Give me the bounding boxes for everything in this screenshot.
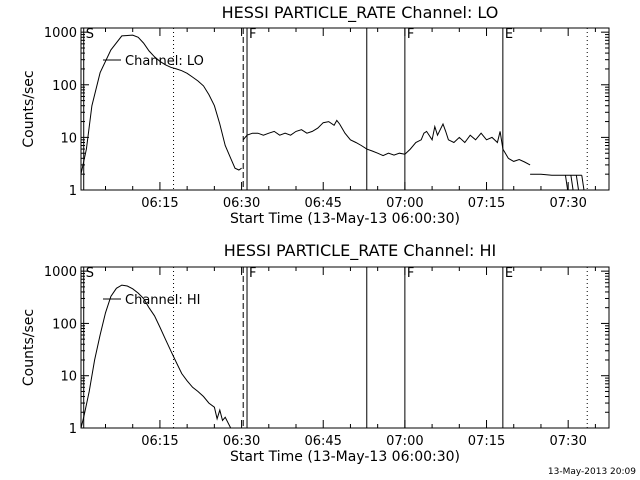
y-tick-label-hi-2: 100	[52, 317, 77, 332]
series-dropout-lo-0	[564, 175, 569, 191]
marker-label-lo-3: F	[249, 27, 256, 42]
y-tick-label-hi-0: 1	[69, 422, 77, 437]
legend-label-lo: Channel: LO	[125, 54, 204, 69]
y-tick-label-lo-3: 1000	[44, 26, 77, 41]
legend-label-hi: Channel: HI	[125, 293, 201, 308]
chart-title-lo: HESSI PARTICLE_RATE Channel: LO	[222, 3, 499, 23]
series-dropout-lo-3	[581, 175, 585, 191]
marker-label-lo-6: E	[505, 27, 513, 42]
x-tick-label-hi-0: 06:15	[141, 434, 178, 449]
series-line-lo-2	[530, 173, 560, 176]
series-line-lo-1	[242, 119, 531, 166]
series-dropout-lo-1	[570, 175, 574, 191]
x-tick-label-lo-3: 07:00	[386, 196, 423, 211]
timestamp-stamp: 13-May-2013 20:09	[548, 467, 636, 477]
y-tick-label-lo-1: 10	[60, 131, 77, 146]
y-tick-label-lo-2: 100	[52, 79, 77, 94]
x-axis-title-lo: Start Time (13-May-13 06:00:30)	[230, 211, 460, 227]
x-tick-label-hi-3: 07:00	[386, 434, 423, 449]
x-tick-label-hi-4: 07:15	[468, 434, 505, 449]
marker-label-hi-0: S	[86, 266, 94, 281]
marker-label-hi-3: F	[249, 266, 256, 281]
panel-lo: HESSI PARTICLE_RATE Channel: LO S F F E 06:…	[21, 3, 610, 227]
chart-title-hi: HESSI PARTICLE_RATE Channel: HI	[224, 241, 497, 261]
x-tick-label-lo-1: 06:30	[223, 196, 260, 211]
marker-label-lo-5: F	[407, 27, 414, 42]
x-tick-label-lo-4: 07:15	[468, 196, 505, 211]
y-axis-title-hi: Counts/sec	[21, 309, 37, 386]
marker-label-lo-0: S	[86, 27, 94, 42]
x-tick-label-lo-2: 06:45	[304, 196, 341, 211]
marker-label-hi-6: E	[505, 266, 513, 281]
x-tick-label-hi-5: 07:30	[549, 434, 586, 449]
y-tick-label-hi-1: 10	[60, 370, 77, 385]
y-tick-label-lo-0: 1	[69, 184, 77, 199]
x-axis-title-hi: Start Time (13-May-13 06:00:30)	[230, 449, 460, 465]
marker-label-hi-5: F	[407, 266, 414, 281]
y-tick-label-hi-3: 1000	[44, 265, 77, 280]
plot-frame-hi	[80, 266, 610, 429]
x-tick-label-lo-0: 06:15	[141, 196, 178, 211]
series-line-hi-0	[80, 284, 232, 429]
panel-hi: HESSI PARTICLE_RATE Channel: HI S F F E 06:…	[21, 241, 610, 465]
plot-frame-lo	[80, 27, 610, 191]
series-line-lo-0	[80, 34, 242, 175]
x-tick-label-hi-2: 06:45	[304, 434, 341, 449]
x-tick-label-lo-5: 07:30	[549, 196, 586, 211]
x-tick-label-hi-1: 06:30	[223, 434, 260, 449]
series-dropout-lo-2	[575, 175, 580, 191]
y-axis-title-lo: Counts/sec	[21, 70, 37, 147]
